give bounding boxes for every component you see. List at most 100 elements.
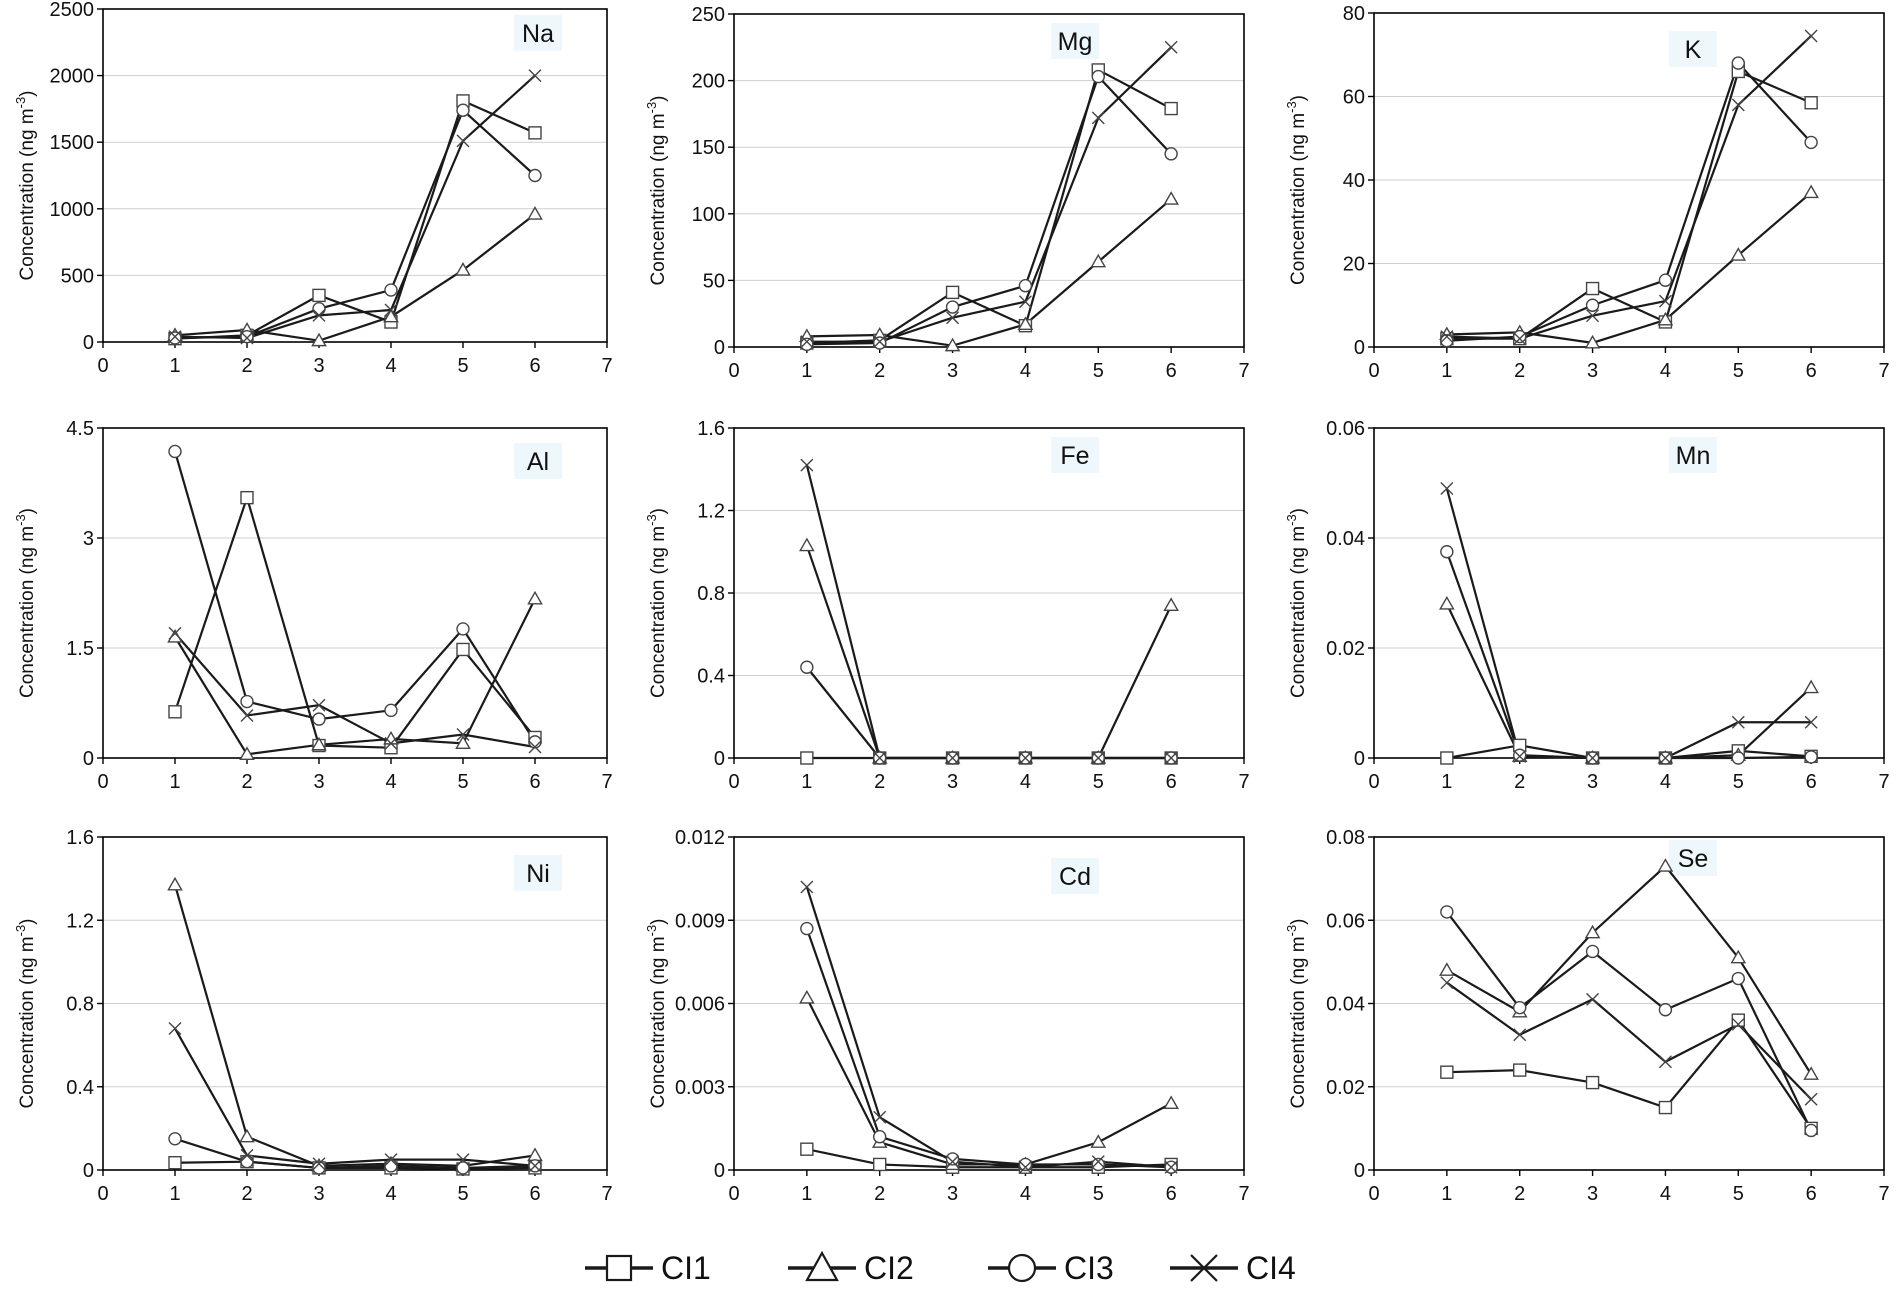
y-tick-label: 0.06: [1326, 910, 1365, 932]
data-point-ci3: [945, 1152, 960, 1166]
x-tick-label: 1: [1441, 1183, 1452, 1205]
series-line-ci1: [1446, 744, 1812, 760]
data-point-ci1: [1731, 1013, 1745, 1027]
x-tick-label: 0: [1368, 771, 1379, 793]
x-tick-label: 6: [1806, 360, 1817, 382]
data-point-ci4: [240, 708, 254, 722]
data-point-ci3: [1731, 971, 1745, 986]
series-line-ci4: [805, 464, 1172, 760]
data-point-ci4: [800, 458, 814, 472]
series-line-ci1: [173, 493, 536, 749]
data-point-ci4: [946, 751, 960, 765]
x-tick-label: 6: [529, 355, 540, 377]
plot-frame: [102, 427, 608, 759]
legend-item-ci4: CI4: [1170, 1250, 1296, 1286]
data-point-ci1: [1440, 751, 1454, 765]
y-tick-label: 0: [714, 1160, 725, 1182]
data-point-ci4: [168, 626, 182, 640]
x-tick-label: 2: [1514, 1183, 1525, 1205]
y-tick-label: 500: [61, 265, 94, 287]
series-line-ci2: [1445, 603, 1812, 760]
data-point-ci1: [168, 705, 182, 719]
y-tick-label: 2500: [50, 0, 95, 21]
chart-k: 0 20 40 60 80 0 1 2 3 4 5 6 7 Concentration (ng m-3) K: [1284, 3, 1890, 382]
data-point-ci3: [240, 329, 254, 344]
series-line-ci2: [1446, 191, 1812, 344]
element-label: Ni: [526, 860, 550, 888]
data-point-ci1: [1585, 1075, 1600, 1090]
series-line-ci3: [1445, 551, 1812, 760]
element-label-bg: [1669, 437, 1717, 473]
chart-ni: 0 0.4 0.8 1.2 1.6 0 1 2 3 4 5 6 7 Concentration (ng m…: [13, 827, 613, 1205]
series-line-ci2: [805, 997, 1172, 1166]
y-tick-label: 0.04: [1326, 994, 1365, 1016]
data-point-ci3: [312, 1161, 326, 1175]
data-point-ci2: [455, 262, 471, 276]
x-tick-label: 0: [97, 771, 108, 793]
data-point-ci1: [945, 285, 960, 300]
data-point-ci2: [527, 590, 543, 605]
x-tick-label: 0: [728, 360, 739, 382]
y-axis-label: Concentration (ng m-3): [1284, 508, 1309, 698]
y-tick-label: 0.06: [1326, 418, 1365, 440]
data-point-ci3: [1513, 1000, 1527, 1015]
data-point-ci3: [1658, 273, 1673, 287]
x-tick-label: 6: [529, 1183, 540, 1205]
series-line-ci2: [805, 545, 1173, 760]
x-tick-label: 6: [1806, 1183, 1817, 1205]
x-tick-label: 5: [457, 1183, 468, 1205]
x-tick-label: 7: [1238, 771, 1249, 793]
y-tick-label: 0: [83, 748, 94, 770]
data-point-ci4: [946, 311, 960, 325]
x-tick-label: 4: [1020, 771, 1031, 793]
data-point-ci2: [1803, 679, 1819, 694]
data-point-ci4: [1586, 751, 1600, 765]
y-tick-label: 1.2: [697, 501, 725, 523]
y-tick-label: 0: [714, 748, 725, 770]
y-tick-label: 0: [714, 337, 725, 359]
element-label-bg: [1051, 858, 1099, 894]
y-tick-label: 20: [1343, 254, 1365, 276]
x-tick-label: 1: [169, 1183, 180, 1205]
data-point-ci2: [1090, 253, 1107, 268]
x-tick-label: 5: [457, 771, 468, 793]
x-tick-label: 3: [947, 360, 958, 382]
data-point-ci4: [384, 736, 398, 750]
data-point-ci2: [455, 735, 471, 749]
data-point-ci4: [1658, 751, 1672, 765]
data-point-ci4: [168, 1021, 182, 1035]
data-point-ci4: [1731, 98, 1745, 112]
data-point-ci4: [1804, 715, 1818, 729]
data-point-ci3: [456, 622, 470, 636]
data-point-ci4: [800, 335, 814, 349]
y-tick-label: 1.5: [66, 638, 94, 660]
data-point-ci4: [528, 1159, 542, 1173]
series-line-ci4: [174, 74, 536, 340]
data-point-ci2: [167, 628, 183, 643]
data-point-ci4: [312, 1157, 326, 1171]
data-point-ci4: [1658, 294, 1672, 308]
data-point-ci3: [1091, 69, 1105, 84]
y-tick-label: 3: [83, 528, 94, 550]
data-point-ci4: [873, 1110, 887, 1124]
x-tick-label: 6: [1166, 1183, 1177, 1205]
data-point-ci3: [456, 103, 470, 117]
y-tick-label: 4.5: [66, 418, 94, 440]
data-point-ci2: [383, 308, 399, 323]
data-point-ci3: [312, 712, 326, 726]
data-point-ci3: [1513, 748, 1527, 762]
y-tick-label: 0: [1354, 1160, 1365, 1182]
data-point-ci3: [1091, 1157, 1105, 1172]
series-line-ci3: [1446, 60, 1812, 342]
x-tick-label: 7: [1878, 360, 1889, 382]
data-point-ci3: [240, 694, 254, 709]
data-point-ci4: [1513, 332, 1527, 346]
x-tick-label: 1: [1441, 771, 1452, 793]
y-tick-label: 200: [692, 71, 725, 93]
data-point-ci3: [1440, 905, 1454, 919]
x-tick-label: 2: [874, 771, 885, 793]
data-point-ci2: [1163, 191, 1179, 205]
x-tick-label: 0: [97, 355, 108, 377]
y-tick-label: 0.04: [1326, 528, 1365, 550]
